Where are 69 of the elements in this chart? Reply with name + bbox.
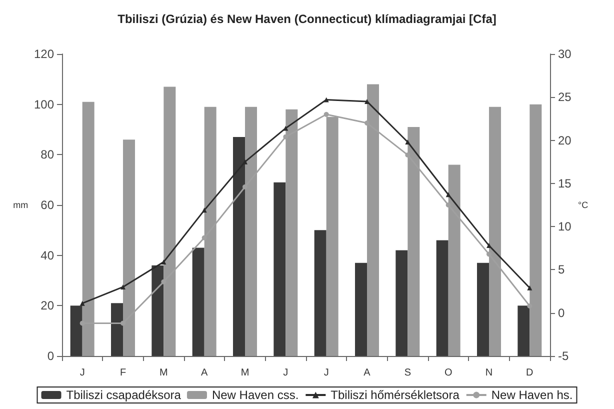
point: [80, 320, 85, 326]
legend-label: New Haven hs.: [491, 388, 573, 402]
legend-label: New Haven css.: [212, 388, 299, 402]
point: [120, 320, 126, 326]
bar: [518, 306, 530, 356]
x-tick-label: M: [240, 368, 250, 378]
point: [161, 259, 166, 264]
y2-tick-label: 30: [558, 47, 572, 61]
point: [527, 303, 532, 308]
point: [161, 279, 166, 284]
chart-title: Tbiliszi (Grúzia) és New Haven (Connecticut) klímadiagramjai [Cfa]: [118, 12, 496, 26]
legend-label: Tbiliszi csapadéksora: [66, 388, 182, 402]
y2-tick-label: 15: [558, 176, 572, 190]
y-tick-label: 120: [34, 47, 54, 61]
y2-tick-label: -5: [558, 349, 569, 363]
x-tick-label: J: [80, 368, 85, 378]
legend-label: Tbiliszi hőmérsékletsora: [330, 388, 460, 402]
point: [527, 285, 532, 290]
point: [446, 202, 451, 208]
x-tick-label: J: [324, 368, 329, 378]
point: [324, 112, 329, 117]
point: [364, 120, 370, 126]
point: [202, 235, 207, 240]
bar: [396, 250, 408, 356]
point: [405, 152, 410, 158]
bar: [70, 306, 82, 356]
bar: [111, 303, 123, 356]
y2-tick-label: 0: [558, 306, 565, 320]
point: [283, 134, 288, 140]
y-tick-label: 80: [40, 148, 54, 162]
point: [324, 97, 329, 102]
point: [446, 192, 451, 198]
bar: [233, 137, 245, 356]
x-tick-label: A: [200, 368, 208, 378]
point: [486, 252, 492, 257]
point: [283, 126, 288, 131]
point: [80, 300, 85, 306]
y2-tick-label: 25: [558, 90, 572, 104]
bar: [192, 248, 204, 356]
y-tick-label: 100: [34, 97, 54, 112]
x-tick-label: M: [159, 368, 168, 378]
bar: [152, 265, 164, 356]
point: [364, 98, 370, 104]
x-tick-label: N: [485, 368, 493, 378]
x-tick-label: S: [404, 368, 412, 378]
point: [202, 208, 207, 213]
point: [486, 243, 492, 248]
bar: [477, 262, 489, 356]
x-tick-label: F: [120, 368, 126, 378]
y-tick-label: 20: [40, 298, 54, 313]
x-tick-label: J: [283, 368, 288, 378]
y-tick-label: 40: [40, 248, 54, 262]
point: [242, 184, 248, 190]
y2-tick-label: 20: [558, 133, 572, 148]
bar: [314, 230, 326, 356]
point: [405, 140, 410, 145]
y2-axis-title: °C: [578, 200, 589, 210]
bar: [274, 182, 286, 356]
bar: [436, 240, 448, 356]
x-tick-label: D: [526, 368, 534, 378]
x-tick-label: A: [364, 368, 371, 378]
y-tick-label: 60: [40, 198, 54, 212]
y2-tick-label: 10: [558, 220, 572, 234]
x-tick-label: O: [444, 368, 452, 378]
y2-tick-label: 5: [558, 262, 565, 277]
bar: [355, 262, 367, 356]
y-tick-label: 0: [47, 349, 54, 363]
y-axis-title: mm: [13, 200, 28, 210]
point: [120, 284, 126, 290]
